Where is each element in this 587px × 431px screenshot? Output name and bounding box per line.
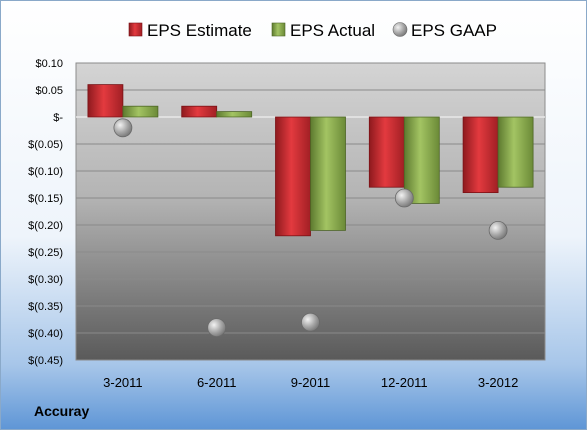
legend: EPS Estimate EPS Actual EPS GAAP (128, 21, 497, 40)
y-tick-label: $(0.40) (28, 328, 63, 340)
marker-eps-gaap-12-2011 (394, 188, 414, 208)
grid-lines (76, 62, 545, 361)
bar-eps-estimate-3-2012 (462, 116, 499, 193)
legend-label-eps-actual: EPS Actual (290, 21, 375, 40)
legend-swatch-eps-actual (271, 22, 286, 37)
y-tick-label: $(0.45) (28, 355, 63, 367)
y-tick-label: $(0.25) (28, 247, 63, 259)
x-tick-label: 12-2011 (381, 375, 428, 390)
legend-label-eps-estimate: EPS Estimate (147, 21, 252, 40)
x-tick-label: 3-2011 (103, 375, 143, 390)
bar-eps-estimate-3-2011 (87, 84, 124, 118)
bar-eps-estimate-12-2011 (368, 116, 405, 188)
marker-eps-gaap-9-2011 (301, 312, 320, 332)
y-axis-ticks: $0.10 $0.05 $- $(0.05) $(0.10) $(0.15) $(0.20)… (28, 58, 63, 367)
legend-swatch-eps-estimate (128, 22, 143, 37)
gaap-markers (113, 118, 508, 338)
legend-label-eps-gaap: EPS GAAP (411, 21, 497, 40)
bar-eps-actual-6-2011 (216, 111, 253, 118)
y-tick-label: $(0.05) (28, 139, 63, 151)
x-tick-label: 3-2012 (478, 375, 518, 390)
legend-swatch-eps-gaap (392, 22, 408, 37)
y-tick-label: $(0.15) (28, 193, 63, 205)
bar-eps-actual-3-2012 (497, 116, 534, 188)
marker-eps-gaap-6-2011 (207, 318, 227, 338)
company-name: Accuray (34, 403, 90, 419)
bar-eps-actual-3-2011 (122, 105, 159, 118)
y-tick-label: $- (53, 112, 63, 124)
x-tick-label: 6-2011 (197, 375, 237, 390)
x-tick-label: 9-2011 (291, 375, 331, 390)
y-tick-label: $(0.10) (28, 166, 63, 178)
y-tick-label: $0.10 (35, 58, 63, 70)
y-tick-label: $(0.20) (28, 220, 63, 232)
x-axis-ticks: 3-2011 6-2011 9-2011 12-2011 3-2012 (103, 375, 518, 390)
bar-eps-actual-12-2011 (403, 116, 440, 204)
bar-eps-estimate-9-2011 (275, 116, 311, 237)
y-tick-label: $0.05 (35, 85, 63, 97)
bars (87, 84, 534, 237)
y-tick-label: $(0.30) (28, 274, 63, 286)
y-tick-label: $(0.35) (28, 301, 63, 313)
marker-eps-gaap-3-2012 (488, 220, 508, 240)
bar-eps-estimate-6-2011 (181, 105, 218, 118)
bar-eps-actual-9-2011 (310, 116, 346, 231)
marker-eps-gaap-3-2011 (113, 118, 133, 138)
